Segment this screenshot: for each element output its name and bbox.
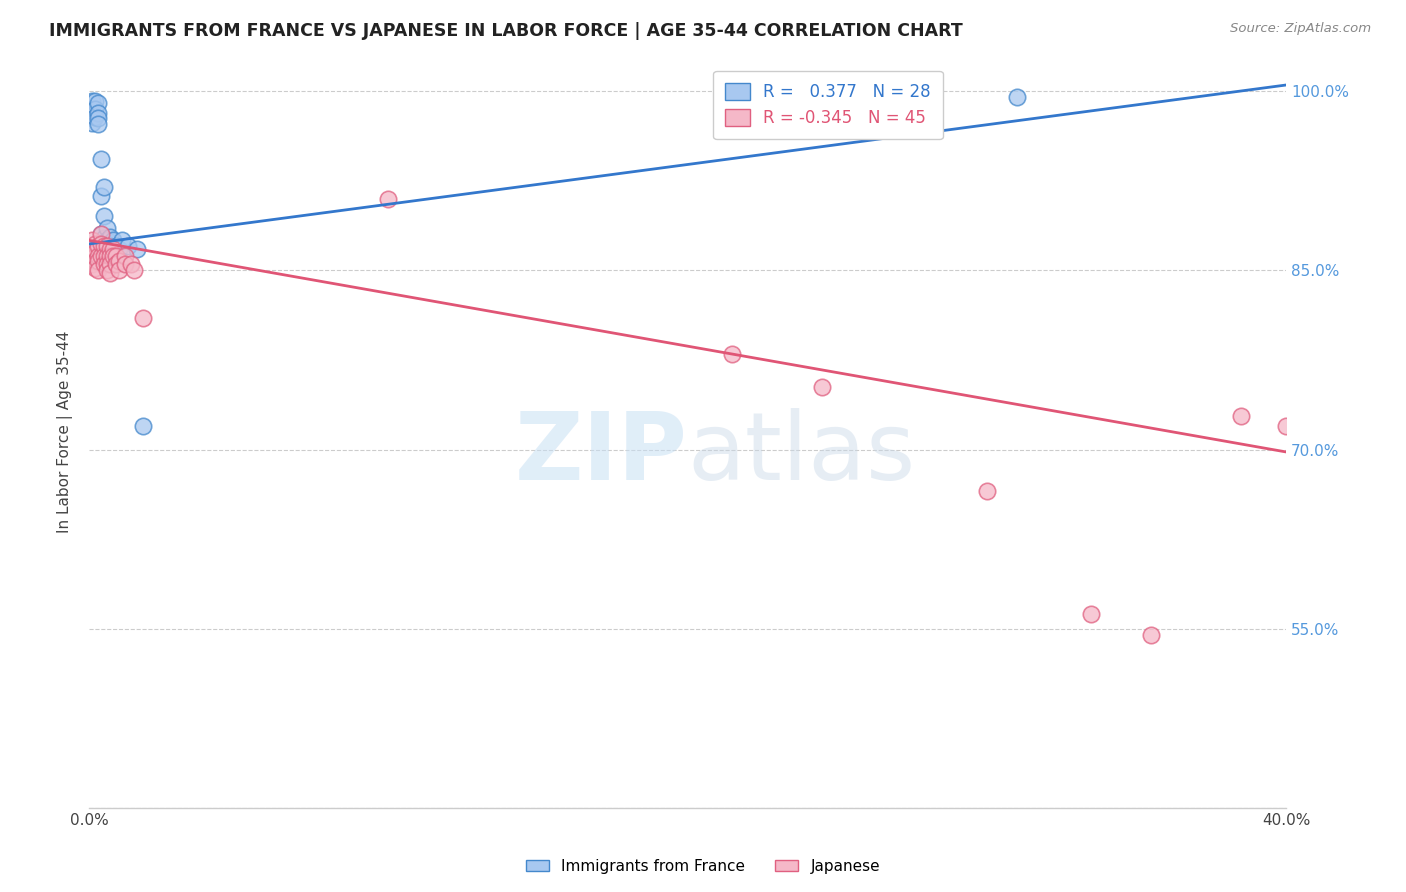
Point bbox=[98, 239, 121, 253]
Point bbox=[84, 237, 107, 252]
Point bbox=[98, 249, 121, 263]
Point bbox=[90, 152, 112, 166]
Text: IMMIGRANTS FROM FRANCE VS JAPANESE IN LABOR FORCE | AGE 35-44 CORRELATION CHART: IMMIGRANTS FROM FRANCE VS JAPANESE IN LA… bbox=[49, 22, 963, 40]
Point bbox=[105, 257, 128, 271]
Point bbox=[125, 242, 148, 256]
Point bbox=[82, 242, 104, 256]
Point bbox=[98, 266, 121, 280]
Point bbox=[82, 116, 104, 130]
Point bbox=[1080, 607, 1102, 622]
Point bbox=[98, 242, 121, 256]
Point bbox=[90, 227, 112, 242]
Point bbox=[82, 94, 104, 108]
Point bbox=[98, 229, 121, 244]
Point bbox=[93, 257, 115, 271]
Point bbox=[87, 95, 110, 110]
Point bbox=[96, 263, 118, 277]
Point bbox=[87, 239, 110, 253]
Point bbox=[96, 257, 118, 271]
Point bbox=[1275, 418, 1298, 433]
Point bbox=[96, 221, 118, 235]
Point bbox=[93, 242, 115, 256]
Legend: Immigrants from France, Japanese: Immigrants from France, Japanese bbox=[520, 853, 886, 880]
Point bbox=[101, 249, 124, 263]
Point bbox=[111, 233, 134, 247]
Point bbox=[84, 253, 107, 268]
Point bbox=[122, 263, 145, 277]
Point bbox=[87, 112, 110, 126]
Text: Source: ZipAtlas.com: Source: ZipAtlas.com bbox=[1230, 22, 1371, 36]
Text: atlas: atlas bbox=[688, 409, 915, 500]
Point bbox=[87, 263, 110, 277]
Point bbox=[90, 189, 112, 203]
Point bbox=[84, 260, 107, 275]
Point bbox=[90, 227, 112, 242]
Point bbox=[120, 257, 142, 271]
Point bbox=[90, 249, 112, 263]
Point bbox=[1140, 628, 1163, 642]
Point bbox=[976, 484, 998, 499]
Point bbox=[82, 257, 104, 271]
Point bbox=[117, 239, 139, 253]
Legend: R =   0.377   N = 28, R = -0.345   N = 45: R = 0.377 N = 28, R = -0.345 N = 45 bbox=[713, 71, 942, 139]
Point bbox=[93, 210, 115, 224]
Y-axis label: In Labor Force | Age 35-44: In Labor Force | Age 35-44 bbox=[58, 330, 73, 533]
Text: ZIP: ZIP bbox=[515, 409, 688, 500]
Point bbox=[105, 249, 128, 263]
Point bbox=[93, 179, 115, 194]
Point bbox=[87, 253, 110, 268]
Point bbox=[90, 237, 112, 252]
Point bbox=[84, 102, 107, 116]
Point bbox=[108, 263, 131, 277]
Point bbox=[114, 257, 136, 271]
Point bbox=[101, 242, 124, 256]
Point bbox=[108, 253, 131, 268]
Point bbox=[108, 242, 131, 256]
Point bbox=[82, 252, 104, 266]
Point bbox=[105, 239, 128, 253]
Point bbox=[84, 245, 107, 260]
Point bbox=[114, 249, 136, 263]
Point bbox=[87, 249, 110, 263]
Point bbox=[96, 233, 118, 247]
Point bbox=[93, 249, 115, 263]
Point bbox=[377, 192, 399, 206]
Point bbox=[101, 233, 124, 247]
Point bbox=[1005, 90, 1028, 104]
Point bbox=[132, 418, 155, 433]
Point bbox=[96, 249, 118, 263]
Point bbox=[811, 380, 834, 394]
Point bbox=[84, 110, 107, 124]
Point bbox=[87, 118, 110, 132]
Point bbox=[98, 257, 121, 271]
Point bbox=[93, 239, 115, 253]
Point bbox=[82, 233, 104, 247]
Point bbox=[84, 94, 107, 108]
Point bbox=[721, 347, 744, 361]
Point bbox=[96, 239, 118, 253]
Point bbox=[87, 105, 110, 120]
Point bbox=[132, 311, 155, 326]
Point bbox=[93, 231, 115, 245]
Point bbox=[1230, 409, 1253, 423]
